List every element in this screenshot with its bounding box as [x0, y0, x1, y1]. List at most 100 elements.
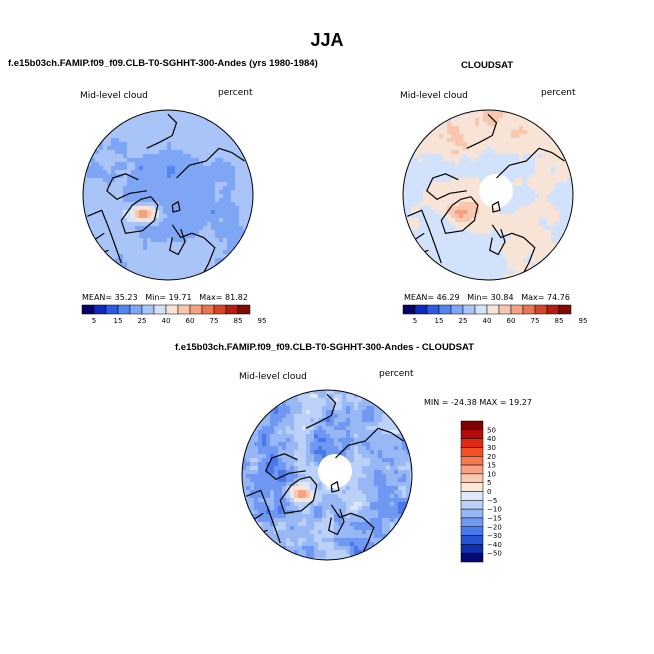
- diff-field-cell: [342, 402, 347, 407]
- diff-field-cell: [338, 546, 343, 551]
- model-field-cell: [167, 122, 172, 127]
- obs-field-cell: [471, 258, 476, 263]
- obs-field-cell: [443, 246, 448, 251]
- model-field-cell: [223, 262, 228, 267]
- model-field-cell: [115, 234, 120, 239]
- diff-field-cell: [258, 438, 263, 443]
- obs-field-cell: [483, 270, 488, 275]
- obs-field-cell: [443, 226, 448, 231]
- model-field-cell: [127, 262, 132, 267]
- diff-field-cell: [290, 450, 295, 455]
- diff-field-cell: [346, 542, 351, 547]
- diff-field-cell: [402, 474, 407, 479]
- diff-field-cell: [370, 510, 375, 515]
- model-field-cell: [179, 258, 184, 263]
- model-field-cell: [135, 246, 140, 251]
- model-field-cell: [191, 174, 196, 179]
- diff-colorbar-swatch: [460, 491, 484, 501]
- obs-field-cell: [515, 234, 520, 239]
- obs-field-cell: [491, 234, 496, 239]
- model-field-cell: [91, 226, 96, 231]
- obs-field-cell: [535, 182, 540, 187]
- model-field-cell: [147, 170, 152, 175]
- obs-field-cell: [503, 130, 508, 135]
- obs-field-cell: [511, 250, 516, 255]
- diff-field-cell: [294, 530, 299, 535]
- obs-field-cell: [471, 134, 476, 139]
- obs-field-cell: [519, 202, 524, 207]
- obs-field-cell: [507, 134, 512, 139]
- diff-field-cell: [338, 434, 343, 439]
- obs-field-cell: [507, 170, 512, 175]
- obs-field-cell: [471, 174, 476, 179]
- obs-field-cell: [503, 122, 508, 127]
- obs-field-cell: [459, 214, 464, 219]
- diff-field-cell: [278, 430, 283, 435]
- model-field-cell: [215, 150, 220, 155]
- model-field-cell: [123, 130, 128, 135]
- model-field-cell: [179, 142, 184, 147]
- model-field-cell: [199, 146, 204, 151]
- diff-field-cell: [318, 478, 323, 483]
- obs-field-cell: [499, 258, 504, 263]
- model-field-cell: [211, 126, 216, 131]
- diff-field-cell: [270, 530, 275, 535]
- diff-field-cell: [298, 502, 303, 507]
- obs-field-cell: [535, 242, 540, 247]
- diff-field-cell: [286, 482, 291, 487]
- obs-field-cell: [471, 126, 476, 131]
- model-field-cell: [143, 206, 148, 211]
- diff-field-cell: [342, 498, 347, 503]
- model-field-cell: [247, 226, 252, 231]
- diff-field-cell: [282, 462, 287, 467]
- obs-field-cell: [503, 126, 508, 131]
- obs-field-cell: [403, 206, 408, 211]
- model-field-cell: [159, 230, 164, 235]
- obs-field-cell: [463, 134, 468, 139]
- diff-field-cell: [286, 514, 291, 519]
- model-field-cell: [87, 174, 92, 179]
- diff-field-cell: [322, 518, 327, 523]
- diff-field-cell: [310, 466, 315, 471]
- obs-field-cell: [499, 234, 504, 239]
- model-field-cell: [239, 210, 244, 215]
- model-field-cell: [167, 130, 172, 135]
- obs-field-cell: [403, 178, 408, 183]
- diff-field-cell: [306, 514, 311, 519]
- model-field-cell: [119, 238, 124, 243]
- diff-field-cell: [298, 434, 303, 439]
- diff-field-cell: [262, 458, 267, 463]
- obs-field-cell: [423, 182, 428, 187]
- model-field-cell: [115, 190, 120, 195]
- model-field-cell: [199, 198, 204, 203]
- obs-field-cell: [407, 202, 412, 207]
- model-field-cell: [227, 218, 232, 223]
- model-field-cell: [135, 234, 140, 239]
- obs-field-cell: [443, 166, 448, 171]
- obs-field-cell: [519, 138, 524, 143]
- diff-field-cell: [390, 446, 395, 451]
- model-panel-header: f.e15b03ch.FAMIP.f09_f09.CLB-T0-SGHHT-30…: [8, 58, 318, 69]
- diff-field-cell: [326, 426, 331, 431]
- diff-field-cell: [334, 542, 339, 547]
- diff-field-cell: [266, 522, 271, 527]
- obs-field-cell: [495, 250, 500, 255]
- obs-field-cell: [555, 226, 560, 231]
- obs-field-cell: [507, 250, 512, 255]
- diff-field-cell: [246, 474, 251, 479]
- obs-field-cell: [495, 126, 500, 131]
- obs-field-cell: [503, 114, 508, 119]
- model-field-cell: [155, 174, 160, 179]
- diff-field-cell: [406, 470, 411, 475]
- obs-field-cell: [451, 222, 456, 227]
- obs-field-cell: [527, 154, 532, 159]
- diff-field-cell: [254, 446, 259, 451]
- diff-field-cell: [310, 534, 315, 539]
- obs-field-cell: [439, 170, 444, 175]
- diff-field-cell: [362, 530, 367, 535]
- diff-field-cell: [354, 522, 359, 527]
- model-field-cell: [159, 158, 164, 163]
- obs-field-cell: [431, 254, 436, 259]
- model-field-cell: [219, 254, 224, 259]
- diff-field-cell: [358, 554, 363, 559]
